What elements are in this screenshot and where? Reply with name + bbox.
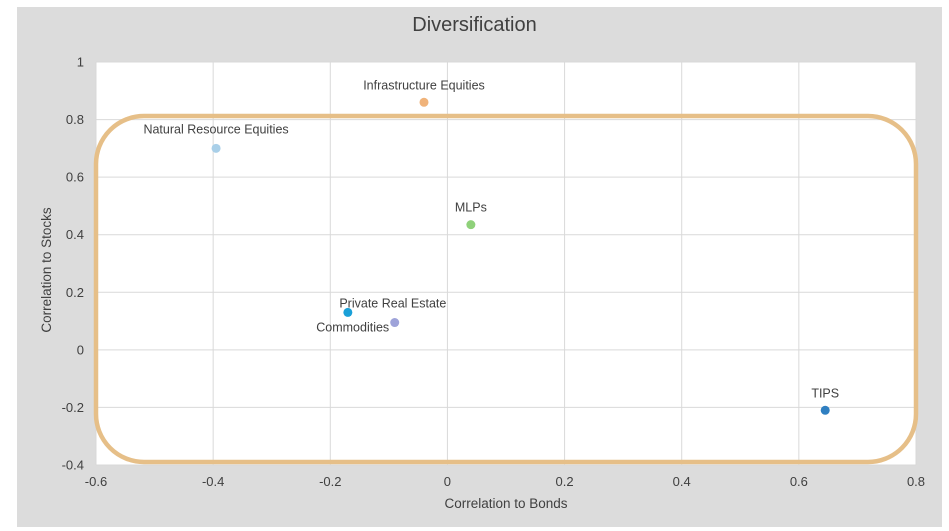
- data-point: [466, 220, 476, 230]
- x-tick-label: 0.8: [907, 474, 925, 489]
- data-point-label: Commodities: [316, 321, 389, 335]
- data-point: [390, 318, 400, 328]
- data-point-label: Infrastructure Equities: [363, 78, 485, 92]
- x-axis-title: Correlation to Bonds: [444, 496, 567, 511]
- x-tick-label: 0: [444, 474, 451, 489]
- data-point-label: Natural Resource Equities: [143, 122, 288, 136]
- data-point-label: Private Real Estate: [339, 296, 446, 310]
- x-tick-label: -0.4: [202, 474, 224, 489]
- y-tick-label: -0.2: [62, 400, 84, 415]
- y-tick-label: 0.6: [66, 170, 84, 185]
- y-axis-title: Correlation to Stocks: [39, 207, 54, 333]
- x-tick-label: -0.6: [85, 474, 107, 489]
- x-tick-label: 0.4: [673, 474, 691, 489]
- x-tick-label: 0.2: [556, 474, 574, 489]
- data-point-label: TIPS: [811, 386, 839, 400]
- data-point-labels: Infrastructure Equities Natural Resource …: [143, 78, 839, 400]
- data-point: [211, 143, 221, 153]
- y-tick-labels: 1 0.8 0.6 0.4 0.2 0 -0.2 -0.4: [62, 55, 84, 473]
- y-tick-label: 0: [77, 342, 84, 357]
- x-tick-label: 0.6: [790, 474, 808, 489]
- data-point: [343, 307, 353, 317]
- gridlines: [95, 61, 917, 466]
- x-tick-labels: -0.6 -0.4 -0.2 0 0.2 0.4 0.6 0.8: [85, 474, 925, 489]
- y-tick-label: 1: [77, 55, 84, 70]
- data-points: [211, 97, 830, 415]
- x-tick-label: -0.2: [319, 474, 341, 489]
- data-point: [820, 405, 830, 415]
- y-tick-label: 0.4: [66, 227, 84, 242]
- y-tick-label: 0.2: [66, 285, 84, 300]
- highlight-rounded-box: [93, 113, 919, 465]
- y-tick-label: 0.8: [66, 112, 84, 127]
- plot-area: [96, 62, 916, 465]
- y-tick-label: -0.4: [62, 458, 84, 473]
- chart-title: Diversification: [412, 14, 537, 36]
- data-point-label: MLPs: [455, 201, 487, 215]
- data-point: [419, 97, 429, 107]
